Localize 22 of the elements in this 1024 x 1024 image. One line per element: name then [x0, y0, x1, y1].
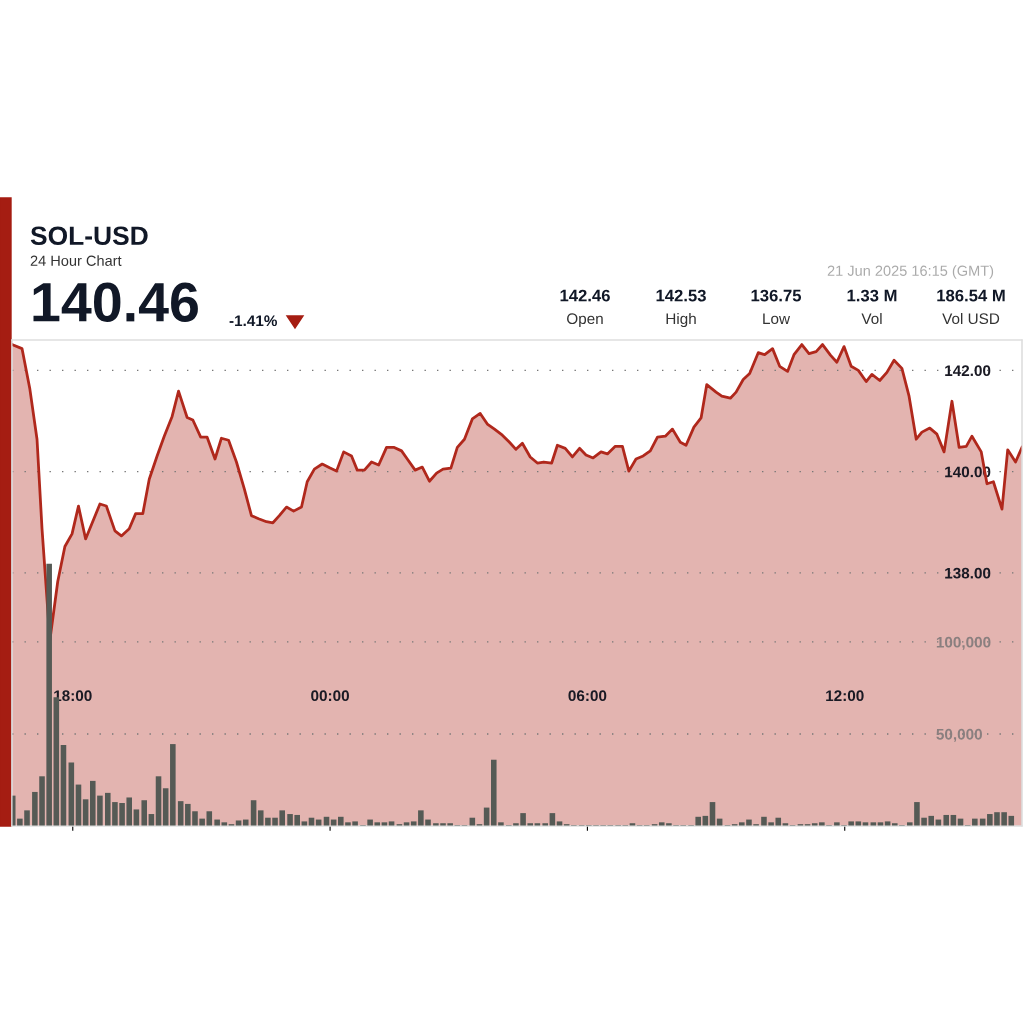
- text: Open: [567, 313, 603, 328]
- text: Vol USD: [942, 312, 1000, 325]
- chart-title: SOL-USD: [30, 226, 148, 246]
- text: Low: [763, 313, 791, 325]
- x-tick-label: 06:00: [568, 690, 607, 702]
- text: High: [666, 312, 696, 328]
- text: 142.46: [560, 289, 610, 302]
- text: 140.46: [33, 282, 198, 322]
- x-tick-label: 00:00: [311, 690, 349, 702]
- text: 21 Jun 2025 16:15 (GMT): [827, 265, 994, 279]
- text: Vol: [861, 312, 882, 325]
- text: -1.41%: [229, 315, 277, 327]
- text: 142.53: [656, 289, 706, 302]
- text: 1.33 M: [847, 289, 897, 302]
- text: 136.75: [751, 289, 802, 302]
- chart-subtitle: 24 Hour Chart: [30, 255, 122, 266]
- y-tick-label: 142.00: [945, 365, 991, 377]
- text: 186.54 M: [937, 289, 1005, 302]
- y2-tick-label: 100,000: [936, 636, 991, 650]
- y2-tick-label: 50,000: [936, 728, 982, 742]
- x-tick-label: 12:00: [826, 690, 864, 702]
- y-tick-label: 138.00: [945, 567, 991, 579]
